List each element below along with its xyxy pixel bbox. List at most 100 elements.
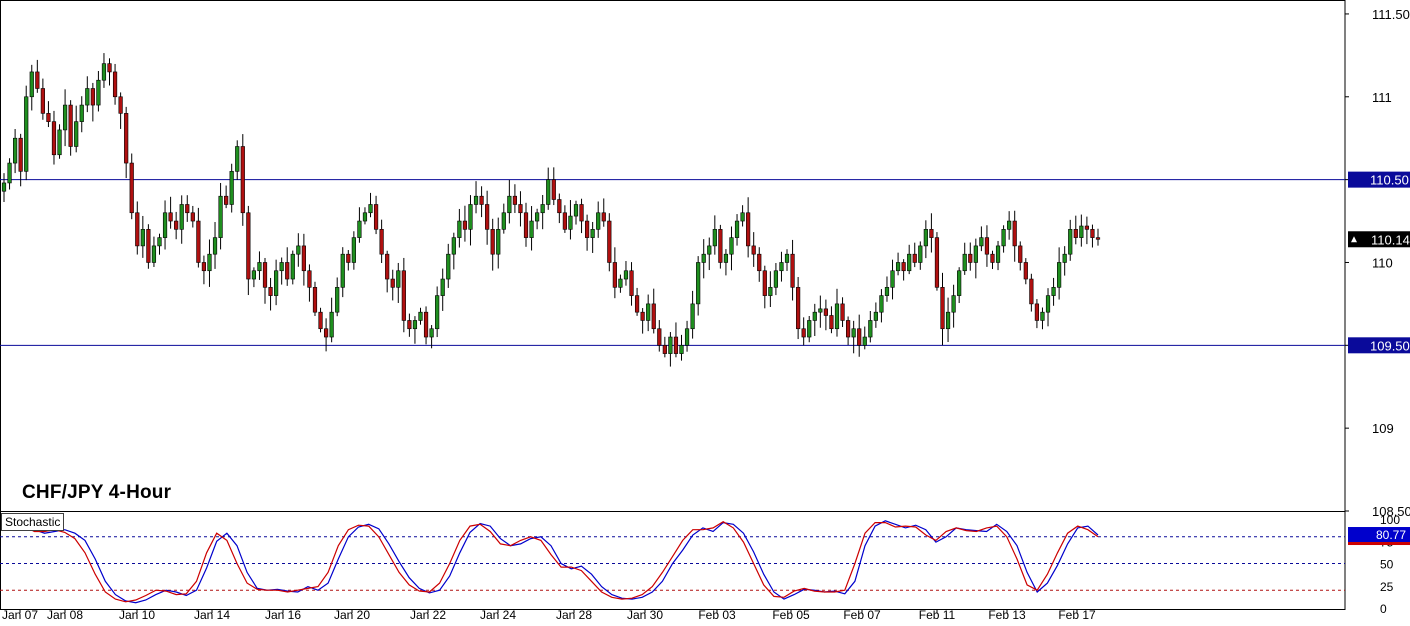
candle <box>435 286 440 338</box>
candle <box>51 110 57 165</box>
candle-body <box>196 220 201 263</box>
candle-body <box>1001 229 1006 247</box>
candle-body <box>957 270 962 296</box>
candle-body <box>1084 225 1089 230</box>
candle-body <box>268 287 273 296</box>
candle <box>740 205 745 227</box>
candle-body <box>862 336 867 346</box>
candle-body <box>207 253 212 272</box>
candle-body <box>584 220 590 238</box>
candle-body <box>1090 229 1095 238</box>
candle <box>85 76 90 113</box>
x-tick-label: Jan 07 <box>2 608 38 621</box>
candle-body <box>551 179 556 200</box>
candle-body <box>174 220 179 230</box>
candle-body <box>35 71 40 89</box>
candle-body <box>1073 229 1078 238</box>
candle <box>368 192 373 218</box>
candle-body <box>68 104 73 147</box>
candle-body <box>790 253 795 288</box>
candle <box>335 277 340 317</box>
candle-body <box>279 262 284 272</box>
candle-body <box>107 63 112 73</box>
candle-body <box>979 237 984 247</box>
candle-body <box>1034 303 1040 321</box>
candle-body <box>1079 225 1084 238</box>
candle <box>640 308 645 334</box>
candle-body <box>1068 229 1073 255</box>
candle <box>457 208 462 248</box>
level-label: 109.50 <box>1370 338 1410 353</box>
candle-body <box>557 199 562 214</box>
candle <box>668 332 673 367</box>
candle <box>440 268 445 311</box>
level-label: 110.50 <box>1370 173 1409 188</box>
y-tick-label: 111 <box>1372 90 1392 105</box>
y-tick-label: 109 <box>1372 421 1394 436</box>
candle-body <box>907 253 912 272</box>
candle <box>873 302 878 328</box>
candle-body <box>218 195 223 238</box>
candle-body <box>684 328 690 346</box>
candle-body <box>18 137 23 172</box>
candle <box>979 226 984 252</box>
candle <box>451 232 456 270</box>
candle-body <box>596 212 601 230</box>
candle <box>79 96 84 133</box>
candle <box>646 294 651 332</box>
candle-body <box>201 262 207 272</box>
candle <box>290 250 295 285</box>
candle <box>318 307 323 333</box>
candle-body <box>734 220 740 238</box>
candle <box>773 263 779 296</box>
candle-body <box>962 253 967 272</box>
candle-body <box>435 295 440 330</box>
candle <box>834 288 840 337</box>
y-tick-label: 108.50 <box>1372 504 1410 519</box>
candle-body <box>895 262 901 272</box>
x-tick-label: Jan 14 <box>194 608 230 621</box>
candle-body <box>1062 253 1067 263</box>
candle <box>251 267 256 288</box>
x-tick-label: Jan 16 <box>265 608 301 621</box>
candle <box>118 92 123 129</box>
candle-body <box>423 311 429 338</box>
candle <box>957 267 962 304</box>
candle <box>40 78 45 120</box>
candle <box>112 63 118 105</box>
candle-body <box>318 311 323 330</box>
candle-body <box>673 336 679 354</box>
candle <box>140 215 145 258</box>
stochastic-pane-frame <box>0 511 1346 610</box>
candle <box>229 163 234 213</box>
candle <box>807 315 812 343</box>
candle-body <box>1057 262 1062 288</box>
candle <box>551 167 556 206</box>
candle <box>35 59 40 93</box>
candle <box>590 221 595 253</box>
candle <box>857 314 862 357</box>
candle-body <box>901 262 906 272</box>
candle <box>862 326 867 350</box>
candle-body <box>668 336 673 354</box>
candle <box>907 244 912 275</box>
candle-body <box>829 315 834 330</box>
candle-body <box>51 121 57 156</box>
candle-body <box>723 253 729 263</box>
candle-body <box>890 270 895 288</box>
candle <box>784 249 790 271</box>
candle <box>662 336 667 358</box>
candle <box>723 249 729 276</box>
candle-body <box>96 79 101 106</box>
candle-body <box>995 245 1001 263</box>
candle <box>468 195 473 246</box>
candle <box>262 257 268 304</box>
candle-body <box>990 253 995 263</box>
candle-body <box>1018 245 1023 263</box>
candle-body <box>640 311 645 321</box>
candle-body <box>446 253 451 280</box>
candle-body <box>1040 311 1045 321</box>
candle <box>340 247 345 298</box>
candle-body <box>784 253 790 263</box>
